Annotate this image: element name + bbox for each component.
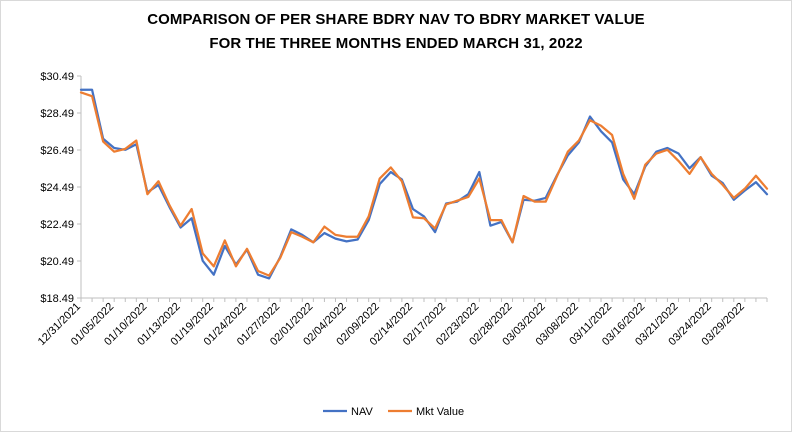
y-tick-label: $26.49 <box>40 145 74 157</box>
legend-label-mkt-value: Mkt Value <box>416 406 464 418</box>
y-tick-label: $18.49 <box>40 293 74 305</box>
legend-label-nav: NAV <box>351 406 373 418</box>
y-tick-label: $22.49 <box>40 219 74 231</box>
y-tick-label: $24.49 <box>40 182 74 194</box>
y-axis-tick-labels: $18.49 $20.49 $22.49 $24.49 $26.49 $28.49 $30.… <box>40 71 74 305</box>
series-line-nav <box>79 88 769 280</box>
chart-title-line-1: COMPARISON OF PER SHARE BDRY NAV TO BDRY… <box>147 11 645 28</box>
y-tick-label: $28.49 <box>40 108 74 120</box>
series-lines <box>79 88 769 280</box>
legend: NAV Mkt Value <box>323 406 464 418</box>
series-line-mkt-value <box>79 91 769 277</box>
chart-title-line-2: FOR THE THREE MONTHS ENDED MARCH 31, 202… <box>209 35 583 52</box>
y-tick-label: $20.49 <box>40 256 74 268</box>
axes <box>77 75 768 302</box>
y-tick-label: $30.49 <box>40 71 74 83</box>
x-axis-tick-labels: 12/31/202101/05/202201/10/202201/13/2022… <box>36 301 747 348</box>
